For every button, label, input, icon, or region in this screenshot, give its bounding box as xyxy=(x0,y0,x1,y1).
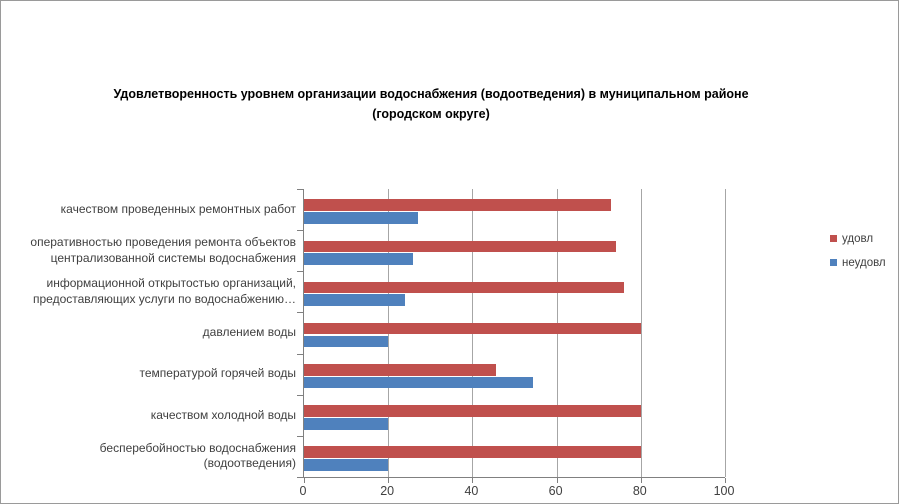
chart-title: Удовлетворенность уровнем организации во… xyxy=(113,87,749,121)
legend-swatch-neudovl xyxy=(830,259,837,266)
legend: удовл неудовл xyxy=(830,232,886,280)
y-axis-tick xyxy=(297,271,304,273)
gridline-x-80 xyxy=(640,189,642,477)
x-axis-tick xyxy=(725,478,726,483)
bar-udovl-row-1 xyxy=(304,199,612,211)
x-axis-tick-label: 60 xyxy=(548,484,563,498)
category-label: качеством проведенных ремонтных работ xyxy=(60,201,296,216)
y-axis-tick xyxy=(297,477,304,478)
bar-neudovl-row-5 xyxy=(304,376,534,389)
category-label: температурой горячей воды xyxy=(139,366,297,381)
x-axis-tick xyxy=(388,478,390,483)
bar-neudovl-row-4 xyxy=(304,335,389,348)
plot-area xyxy=(297,189,726,483)
x-axis-tick-label: 100 xyxy=(713,484,735,498)
x-axis-tick xyxy=(640,478,642,483)
bar-neudovl-row-7 xyxy=(304,459,389,471)
bar-udovl-row-2 xyxy=(304,240,616,253)
y-axis-tick xyxy=(297,435,304,437)
legend-item-neudovl: неудовл xyxy=(830,256,886,269)
y-axis-tick xyxy=(297,312,304,314)
legend-label: удовл xyxy=(842,232,874,245)
category-label: оперативностью проведения ремонта объект… xyxy=(30,235,296,265)
category-label: качеством холодной воды xyxy=(150,407,296,422)
bar-neudovl-row-2 xyxy=(304,253,414,265)
bar-udovl-row-3 xyxy=(304,281,624,294)
category-label: давлением воды xyxy=(202,325,296,340)
bar-neudovl-row-1 xyxy=(304,212,418,224)
y-axis-tick xyxy=(297,230,304,232)
bar-udovl-row-6 xyxy=(304,405,641,417)
category-label: бесперебойностью водоснабжения (водоотве… xyxy=(99,440,296,471)
legend-item-udovl: удовл xyxy=(830,232,886,245)
x-axis-tick xyxy=(472,478,474,483)
x-axis: 0 20 40 60 80 100 xyxy=(299,484,735,500)
x-axis-tick xyxy=(304,478,305,483)
bar-udovl-row-4 xyxy=(304,322,641,335)
category-label: информационной открытостью организаций, … xyxy=(33,276,296,306)
legend-label: неудовл xyxy=(842,256,886,269)
y-axis-tick xyxy=(297,394,304,396)
y-axis-tick xyxy=(297,353,304,355)
bar-neudovl-row-3 xyxy=(304,294,406,307)
x-axis-tick-label: 40 xyxy=(464,484,479,498)
bar-neudovl-row-6 xyxy=(304,417,389,430)
bar-udovl-row-7 xyxy=(304,446,641,458)
gridline-x-100 xyxy=(725,189,726,477)
y-axis-tick xyxy=(297,189,304,190)
x-axis-tick-label: 0 xyxy=(299,484,307,498)
x-axis-tick-label: 20 xyxy=(380,484,395,498)
x-axis-tick xyxy=(556,478,558,483)
legend-swatch-udovl xyxy=(830,235,837,242)
bar-udovl-row-5 xyxy=(304,363,496,376)
x-axis-tick-label: 80 xyxy=(632,484,647,498)
category-axis: качеством проведенных ремонтных работ опе… xyxy=(1,189,296,477)
